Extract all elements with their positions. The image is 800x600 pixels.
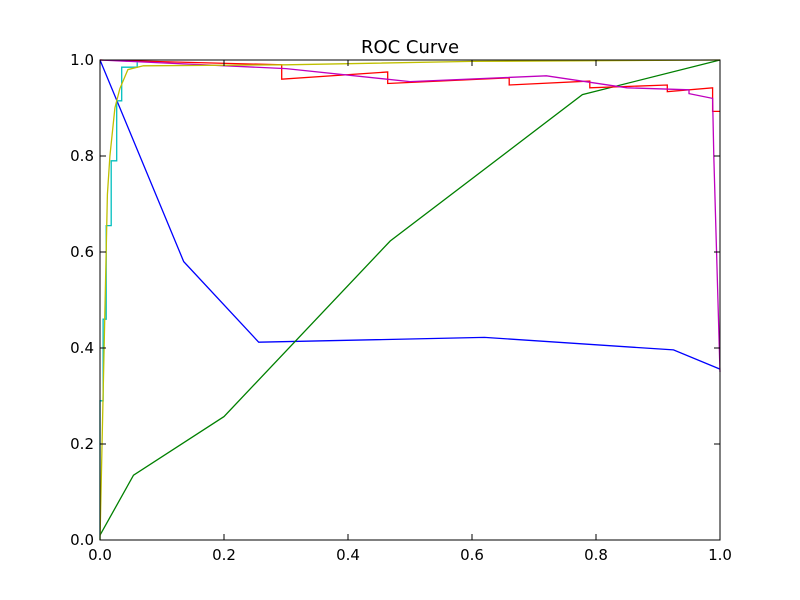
y-tick-label: 1.0: [70, 51, 94, 69]
roc-series-6: [99, 59, 721, 541]
roc-series-4: [99, 59, 721, 373]
x-tick-label: 0.8: [584, 546, 608, 564]
plot-frame: [99, 59, 721, 541]
x-tick-label: 0.0: [88, 546, 112, 564]
y-tick-label: 0.8: [70, 147, 94, 165]
x-tick-label: 0.2: [212, 546, 236, 564]
ticks-layer: 0.0 0.2 0.4 0.6 0.8 1.0 0.0 0.2 0.4 0.6 0.8 1.0: [70, 51, 732, 564]
y-tick-label: 0.4: [70, 339, 94, 357]
y-tick-label: 0.6: [70, 243, 94, 261]
x-tick-label: 0.4: [336, 546, 360, 564]
y-tick-label: 0.2: [70, 435, 94, 453]
x-tick-label: 1.0: [708, 546, 732, 564]
x-tick-label: 0.6: [460, 546, 484, 564]
y-tick-label: 0.0: [70, 531, 94, 549]
series-layer: [99, 59, 721, 541]
roc-series-2: [99, 59, 721, 536]
roc-series-1: [99, 59, 721, 370]
roc-series-3: [99, 59, 720, 113]
chart-title: ROC Curve: [361, 37, 459, 58]
